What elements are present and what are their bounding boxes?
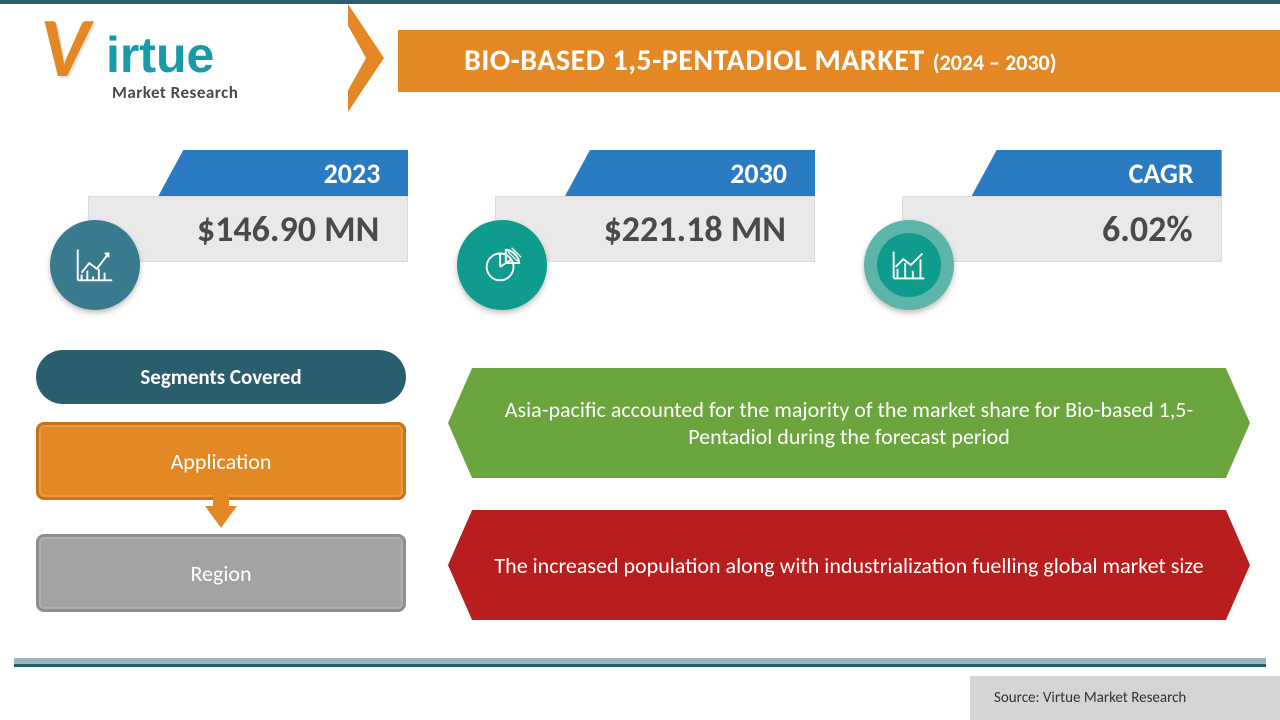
stat-card-2030: 2030 $221.18 MN [465, 150, 815, 320]
line-chart-icon [50, 220, 140, 310]
report-title: BIO-BASED 1,5-PENTADIOL MARKET [464, 30, 925, 92]
down-arrow-icon [36, 506, 406, 528]
header-arrow-icon [348, 4, 384, 112]
insight-banner-region: Asia-pacific accounted for the majority … [448, 368, 1250, 478]
title-banner: BIO-BASED 1,5-PENTADIOL MARKET (2024 – 2… [398, 30, 1280, 92]
stat-card-2023: 2023 $146.90 MN [58, 150, 408, 320]
logo-word-irtue: irtue [106, 26, 214, 84]
bottom-rule [14, 658, 1266, 664]
segment-region: Region [36, 534, 406, 612]
source-attribution: Source: Virtue Market Research [970, 676, 1280, 720]
stat-tab-year: 2030 [565, 150, 815, 196]
insight-banner-driver: The increased population along with indu… [448, 510, 1250, 620]
segments-column: Segments Covered Application Region [36, 350, 406, 612]
header: V irtue Market Research BIO-BASED 1,5-PE… [0, 4, 1280, 112]
stats-row: 2023 $146.90 MN 2030 $221.18 MN CAGR 6.0… [0, 150, 1280, 320]
logo-letter-v: V [40, 6, 90, 90]
stat-card-cagr: CAGR 6.02% [872, 150, 1222, 320]
stat-tab-cagr: CAGR [972, 150, 1222, 196]
segments-header: Segments Covered [36, 350, 406, 404]
report-period: (2024 – 2030) [933, 32, 1057, 94]
logo-container: V irtue Market Research [0, 4, 348, 112]
pie-chart-icon [457, 220, 547, 310]
virtue-logo: V irtue Market Research [34, 12, 314, 104]
logo-tagline: Market Research [112, 82, 238, 103]
segment-application: Application [36, 422, 406, 500]
growth-chart-icon [864, 220, 954, 310]
stat-tab-year: 2023 [158, 150, 408, 196]
